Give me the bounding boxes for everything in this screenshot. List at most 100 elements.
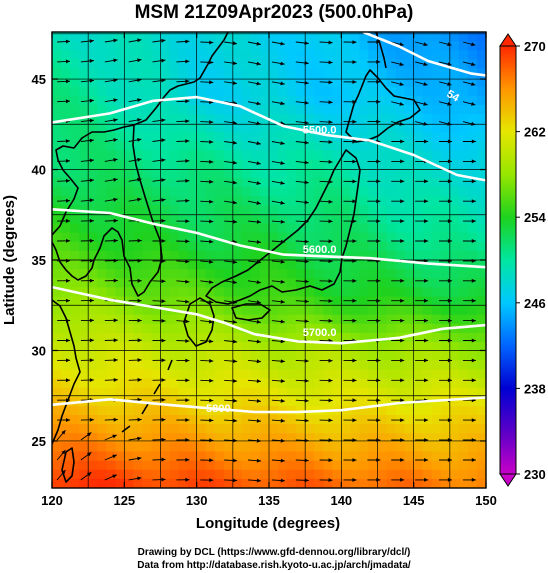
field-cell: [359, 95, 370, 106]
field-cell: [70, 451, 80, 462]
field-cell: [440, 132, 451, 143]
field-cell: [232, 205, 243, 215]
field-cell: [124, 342, 134, 352]
field-cell: [314, 415, 324, 425]
field-cell: [115, 150, 125, 161]
field-cell: [115, 451, 125, 462]
field-cell: [259, 342, 270, 352]
field-cell: [296, 132, 306, 143]
field-cell: [223, 187, 234, 197]
field-cell: [422, 123, 433, 133]
field-cell: [359, 205, 370, 215]
field-cell: [196, 460, 207, 471]
colorbar-tick-label: 230: [524, 467, 546, 482]
field-cell: [223, 68, 234, 79]
field-cell: [124, 478, 134, 488]
field-cell: [440, 241, 451, 252]
field-cell: [449, 241, 460, 252]
field-cell: [350, 278, 361, 288]
field-cell: [196, 296, 207, 307]
field-cell: [386, 250, 397, 261]
field-cell: [395, 150, 406, 161]
field-cell: [458, 369, 469, 380]
field-cell: [187, 342, 198, 352]
field-cell: [97, 442, 107, 453]
field-cell: [214, 287, 225, 298]
field-cell: [323, 314, 333, 325]
field-cell: [440, 32, 451, 42]
field-cell: [52, 296, 62, 307]
field-cell: [314, 314, 324, 325]
field-cell: [205, 159, 216, 170]
field-cell: [70, 150, 80, 161]
field-cell: [431, 314, 442, 325]
field-cell: [223, 150, 234, 161]
field-cell: [467, 287, 478, 298]
field-cell: [323, 214, 333, 225]
field-cell: [250, 32, 261, 42]
field-cell: [377, 442, 388, 453]
field-cell: [386, 478, 397, 488]
field-cell: [440, 168, 451, 179]
field-cell: [232, 241, 243, 252]
field-cell: [70, 387, 80, 398]
field-cell: [413, 405, 424, 416]
field-cell: [160, 59, 171, 70]
field-cell: [386, 214, 397, 225]
field-cell: [142, 32, 153, 42]
field-cell: [142, 323, 153, 334]
field-cell: [368, 41, 379, 51]
field-cell: [151, 159, 162, 170]
field-cell: [359, 369, 370, 380]
field-cell: [61, 378, 71, 389]
field-cell: [413, 296, 424, 307]
field-cell: [88, 104, 98, 115]
field-cell: [142, 205, 153, 215]
field-cell: [332, 68, 342, 79]
field-cell: [422, 405, 433, 416]
field-cell: [476, 232, 486, 243]
field-cell: [296, 396, 306, 407]
field-cell: [70, 278, 80, 288]
field-cell: [359, 323, 370, 334]
field-cell: [323, 159, 333, 170]
field-cell: [413, 214, 424, 225]
field-cell: [214, 378, 225, 389]
field-cell: [476, 396, 486, 407]
field-cell: [61, 387, 71, 398]
field-cell: [241, 360, 252, 371]
field-cell: [241, 177, 252, 188]
field-cell: [70, 187, 80, 197]
field-cell: [151, 478, 162, 488]
field-cell: [278, 378, 288, 389]
field-cell: [422, 433, 433, 443]
field-cell: [296, 205, 306, 215]
field-cell: [431, 360, 442, 371]
field-cell: [314, 442, 324, 453]
field-cell: [187, 223, 198, 234]
field-cell: [133, 150, 144, 161]
credit-drawing: Drawing by DCL (https://www.gfd-dennou.o…: [137, 547, 411, 558]
field-cell: [332, 95, 342, 106]
field-cell: [332, 59, 342, 70]
field-cell: [223, 32, 234, 42]
field-cell: [467, 478, 478, 488]
field-cell: [350, 433, 361, 443]
field-cell: [278, 305, 288, 316]
field-cell: [169, 168, 180, 179]
field-cell: [151, 342, 162, 352]
field-cell: [368, 433, 379, 443]
field-cell: [431, 415, 442, 425]
field-cell: [250, 351, 261, 361]
field-cell: [458, 114, 469, 124]
field-cell: [250, 214, 261, 225]
field-cell: [341, 205, 351, 215]
field-cell: [187, 278, 198, 288]
field-cell: [79, 478, 89, 488]
field-cell: [350, 305, 361, 316]
field-cell: [124, 177, 134, 188]
field-cell: [232, 260, 243, 270]
field-cell: [88, 77, 98, 88]
field-cell: [395, 424, 406, 434]
field-cell: [187, 232, 198, 243]
